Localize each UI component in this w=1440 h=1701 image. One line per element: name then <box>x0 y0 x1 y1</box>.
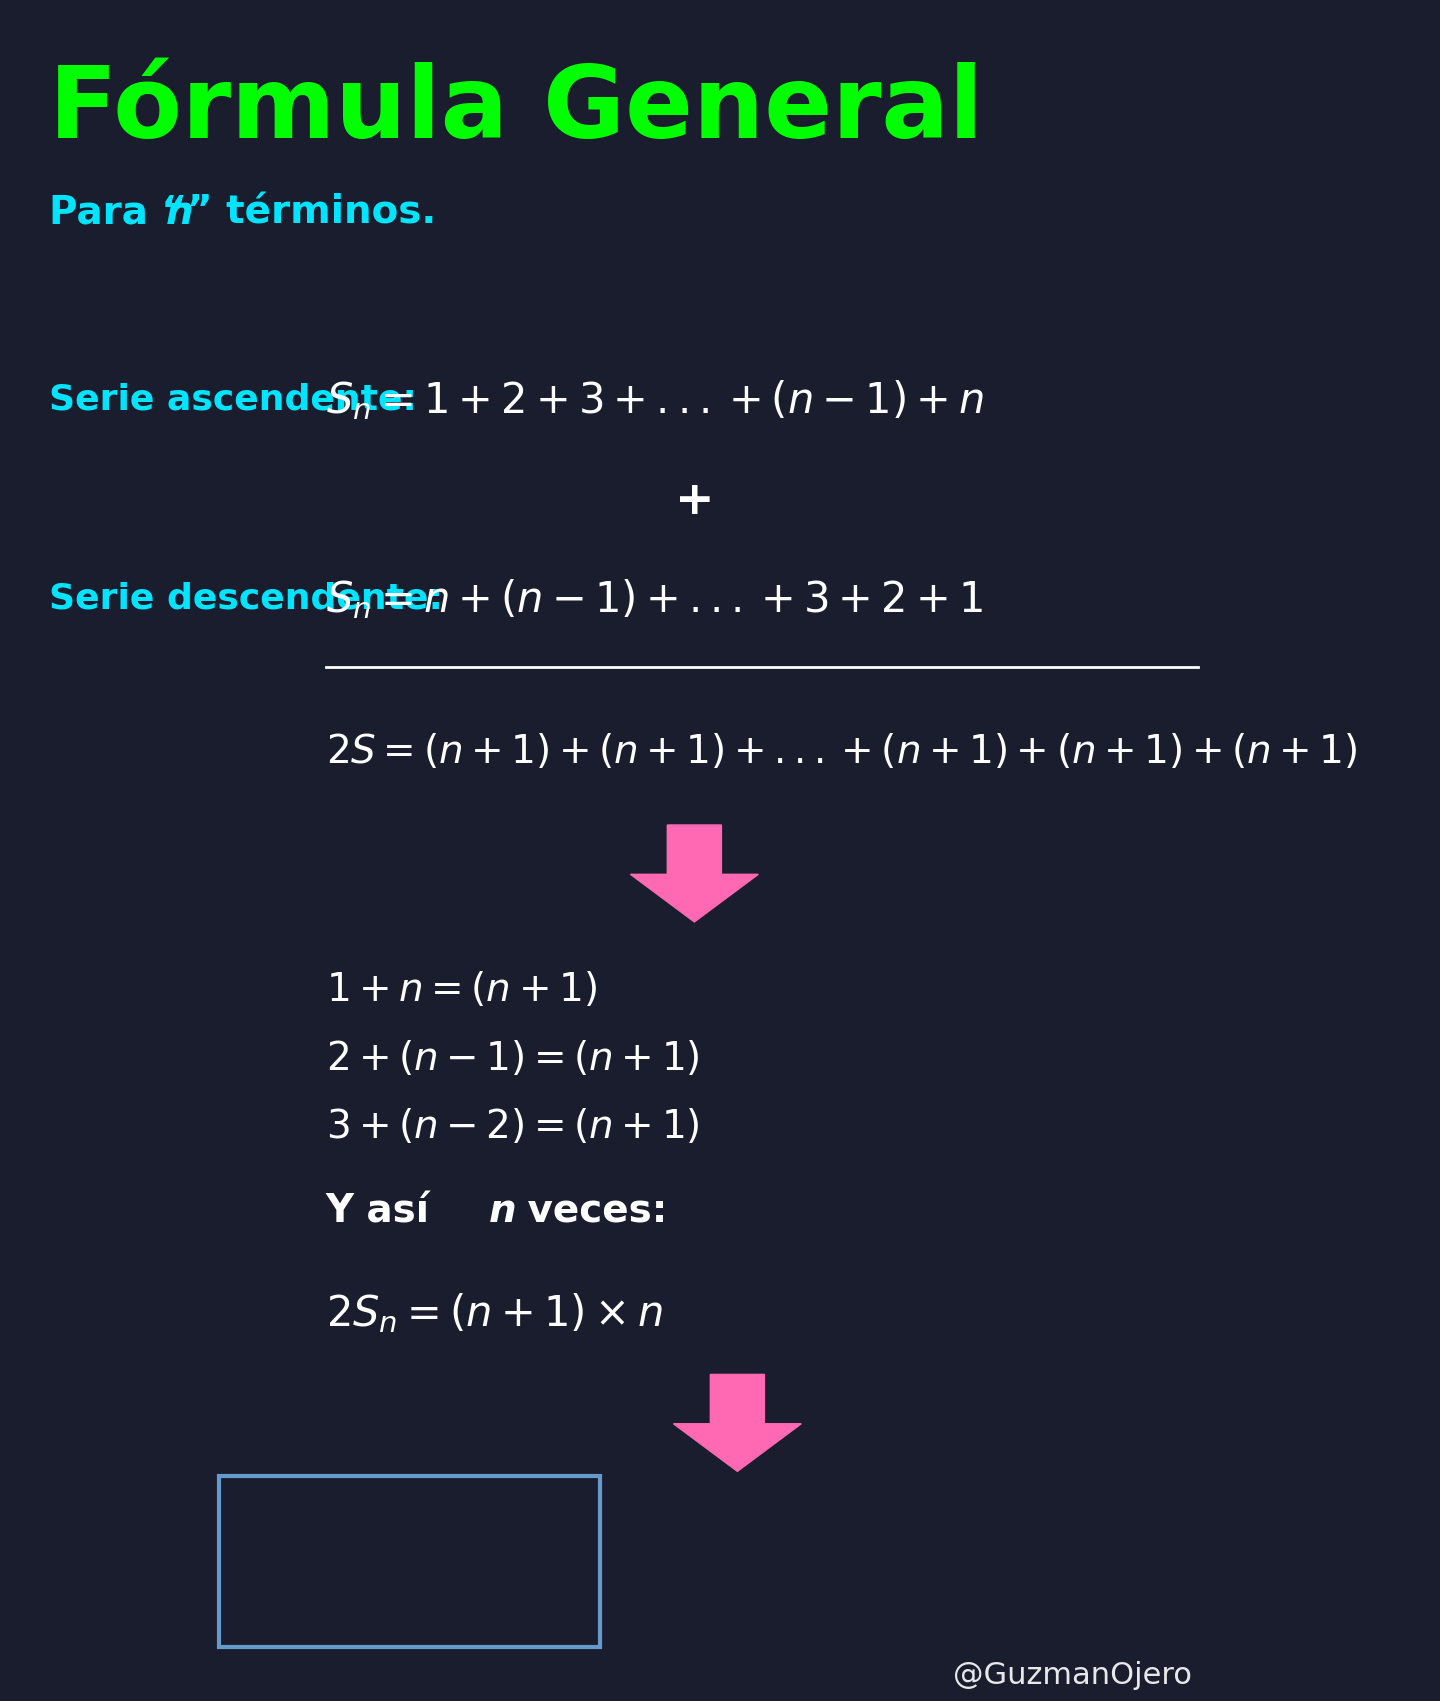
Text: ” términos.: ” términos. <box>187 194 436 231</box>
Text: @GuzmanOjero: @GuzmanOjero <box>953 1660 1192 1691</box>
Text: Serie descendente:: Serie descendente: <box>49 582 444 616</box>
Text: veces:: veces: <box>514 1192 667 1230</box>
Text: $2S_n = (n+1) \times n$: $2S_n = (n+1) \times n$ <box>325 1291 662 1335</box>
Text: $2 + (n-1) = (n+1)$: $2 + (n-1) = (n+1)$ <box>325 1039 700 1077</box>
Polygon shape <box>674 1374 801 1471</box>
Text: Y así: Y así <box>325 1192 444 1230</box>
Text: $2S= (n+1) + (n+1) + ... + (n+1) + (n+1) + (n+1)$: $2S= (n+1) + (n+1) + ... + (n+1) + (n+1)… <box>325 733 1356 771</box>
Polygon shape <box>631 825 759 922</box>
Text: $S_n$: $S_n$ <box>233 1539 278 1584</box>
Text: Serie ascendente:: Serie ascendente: <box>49 383 418 417</box>
Text: $S_n = 1 + 2 + 3 + ... + (n-1) + n$: $S_n = 1 + 2 + 3 + ... + (n-1) + n$ <box>325 378 984 422</box>
Text: $S_n = n + (n-1) + ... + 3 + 2 + 1$: $S_n = n + (n-1) + ... + 3 + 2 + 1$ <box>325 577 982 621</box>
Text: (n+1) × n: (n+1) × n <box>317 1510 505 1545</box>
Text: $1 + n = (n+1)$: $1 + n = (n+1)$ <box>325 971 596 1009</box>
Text: 2: 2 <box>420 1585 448 1623</box>
Text: +: + <box>674 480 714 524</box>
Text: n: n <box>490 1192 517 1230</box>
FancyBboxPatch shape <box>219 1476 599 1647</box>
Text: n: n <box>166 194 193 231</box>
Text: =: = <box>289 1541 325 1582</box>
Text: Fórmula General: Fórmula General <box>49 61 984 160</box>
Text: Para “: Para “ <box>49 194 187 231</box>
Text: $3 + (n-2) = (n+1)$: $3 + (n-2) = (n+1)$ <box>325 1107 700 1145</box>
